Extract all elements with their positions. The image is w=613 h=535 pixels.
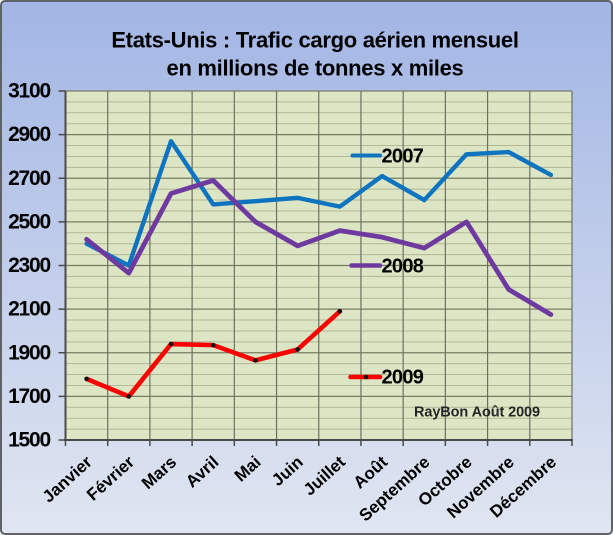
- svg-text:2900: 2900: [8, 123, 50, 146]
- svg-text:1700: 1700: [8, 385, 50, 408]
- svg-text:RayBon Août 2009: RayBon Août 2009: [414, 404, 540, 420]
- svg-text:1500: 1500: [8, 429, 50, 452]
- svg-text:2009: 2009: [382, 366, 424, 388]
- svg-text:en millions de tonnes x miles: en millions de tonnes x miles: [167, 56, 464, 81]
- svg-text:3100: 3100: [8, 80, 50, 103]
- svg-text:Etats-Unis : Trafic cargo aéri: Etats-Unis : Trafic cargo aérien mensuel: [111, 28, 518, 53]
- svg-text:1900: 1900: [8, 341, 50, 364]
- svg-text:2300: 2300: [8, 254, 50, 277]
- svg-text:2500: 2500: [8, 210, 50, 233]
- svg-text:2007: 2007: [382, 145, 424, 167]
- svg-text:2700: 2700: [8, 167, 50, 190]
- svg-text:2008: 2008: [382, 255, 424, 277]
- svg-text:2100: 2100: [8, 298, 50, 321]
